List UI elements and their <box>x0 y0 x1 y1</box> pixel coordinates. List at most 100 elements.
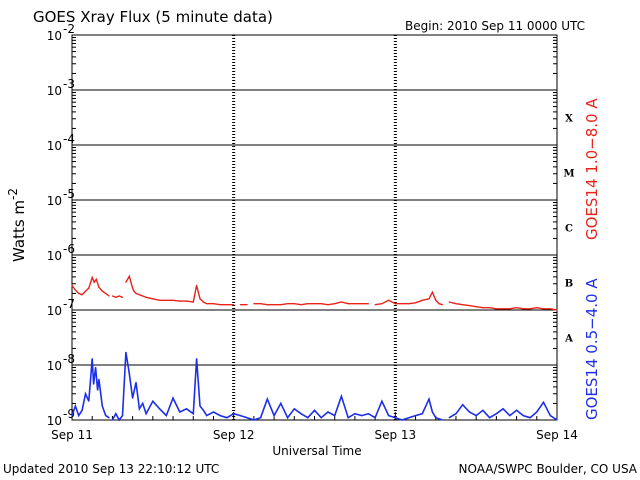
data-point-series-1 <box>334 303 336 305</box>
data-point-series-2 <box>111 419 114 421</box>
data-point-series-2 <box>374 417 376 419</box>
data-point-series-1 <box>196 284 198 287</box>
y-tick-label: 10 <box>47 194 62 208</box>
data-point-series-1 <box>253 303 255 305</box>
data-point-series-1 <box>441 304 444 306</box>
data-point-series-1 <box>374 304 376 306</box>
data-point-series-1 <box>401 303 403 305</box>
data-point-series-1 <box>98 286 100 288</box>
data-point-series-1 <box>502 308 504 310</box>
data-point-series-1 <box>381 303 383 305</box>
data-point-series-1 <box>185 300 188 302</box>
data-point-series-1 <box>233 304 235 306</box>
data-point-series-1 <box>206 303 208 305</box>
data-point-series-2 <box>327 411 329 413</box>
data-point-series-2 <box>414 415 417 417</box>
data-point-series-1 <box>556 309 558 311</box>
data-point-series-1 <box>435 299 437 301</box>
data-point-series-1 <box>74 289 76 291</box>
data-point-series-1 <box>495 308 497 310</box>
data-point-series-1 <box>105 292 107 295</box>
data-point-series-2 <box>266 398 268 400</box>
data-point-series-1 <box>95 278 97 281</box>
data-point-series-1 <box>529 308 531 310</box>
data-point-series-2 <box>441 419 444 421</box>
x-tick-label: Sep 14 <box>536 428 578 442</box>
data-point-series-1 <box>138 294 140 296</box>
data-point-series-1 <box>125 281 127 283</box>
x-tick-label: Sep 12 <box>213 428 255 442</box>
data-point-series-1 <box>489 307 491 309</box>
data-point-series-1 <box>414 302 417 304</box>
data-point-series-2 <box>142 402 144 405</box>
data-point-series-2 <box>96 389 99 391</box>
data-point-series-2 <box>401 419 403 421</box>
data-point-series-1 <box>78 292 80 295</box>
data-point-series-1 <box>260 303 262 305</box>
data-point-series-1 <box>142 295 144 297</box>
data-point-series-1 <box>448 301 450 303</box>
flare-class-label: A <box>564 334 573 345</box>
data-point-series-2 <box>196 358 198 360</box>
data-point-series-2 <box>495 413 497 415</box>
y-axis-label: Watts m <box>10 200 28 262</box>
data-point-series-1 <box>133 290 135 292</box>
data-point-series-1 <box>280 304 282 306</box>
data-point-series-1 <box>320 303 322 305</box>
data-point-series-1 <box>179 300 181 302</box>
data-point-series-2 <box>165 415 167 417</box>
data-point-series-1 <box>475 306 477 308</box>
data-point-series-2 <box>212 411 215 413</box>
data-point-series-2 <box>313 409 316 411</box>
data-point-series-2 <box>354 413 356 415</box>
y-tick-exponent: -3 <box>63 77 75 91</box>
data-point-series-1 <box>354 303 356 305</box>
data-point-series-1 <box>91 276 93 279</box>
data-point-series-1 <box>431 291 433 293</box>
data-point-series-2 <box>128 372 130 375</box>
chart-title: GOES Xray Flux (5 minute data) <box>33 8 273 26</box>
data-point-series-1 <box>307 303 309 305</box>
footer-credit: NOAA/SWPC Boulder, CO USA <box>459 462 638 476</box>
data-point-series-1 <box>192 301 194 303</box>
data-point-series-1 <box>135 292 137 295</box>
x-axis-label: Universal Time <box>272 444 361 458</box>
data-point-series-1 <box>428 298 430 300</box>
data-point-series-2 <box>475 415 477 417</box>
data-point-series-2 <box>74 405 76 407</box>
data-point-series-2 <box>529 417 531 419</box>
y-axis-title: Watts m -2 <box>6 188 28 262</box>
data-point-series-1 <box>145 296 147 298</box>
data-point-series-1 <box>158 299 161 301</box>
data-point-series-1 <box>108 295 110 297</box>
footer-updated: Updated 2010 Sep 13 22:10:12 UTC <box>3 462 219 476</box>
data-point-series-2 <box>108 417 110 419</box>
data-point-series-2 <box>522 415 524 417</box>
data-point-series-1 <box>115 296 117 298</box>
data-point-series-2 <box>556 419 558 421</box>
data-point-series-2 <box>115 413 117 415</box>
data-point-series-1 <box>199 298 201 300</box>
y-axis-label-exponent: -2 <box>6 188 20 200</box>
data-point-series-2 <box>542 401 545 403</box>
y-tick-label: 10 <box>47 139 62 153</box>
data-point-series-1 <box>172 299 174 301</box>
data-point-series-1 <box>468 305 471 307</box>
flare-class-label: C <box>565 224 573 235</box>
data-point-series-1 <box>509 308 511 310</box>
y-tick-label: 10 <box>47 304 62 318</box>
data-point-series-2 <box>105 415 107 417</box>
data-point-series-2 <box>192 413 194 415</box>
data-point-series-2 <box>118 419 120 421</box>
y-tick-exponent: -6 <box>63 242 75 256</box>
data-point-series-1 <box>462 304 464 306</box>
data-point-series-2 <box>448 417 450 419</box>
data-point-series-2 <box>468 411 471 413</box>
data-point-series-1 <box>152 298 154 300</box>
data-point-series-1 <box>536 307 538 309</box>
data-point-series-2 <box>536 411 538 413</box>
data-point-series-2 <box>509 415 511 417</box>
data-point-series-2 <box>92 383 95 385</box>
data-point-series-1 <box>165 299 167 301</box>
begin-label: Begin: 2010 Sep 11 0000 UTC <box>405 19 585 33</box>
